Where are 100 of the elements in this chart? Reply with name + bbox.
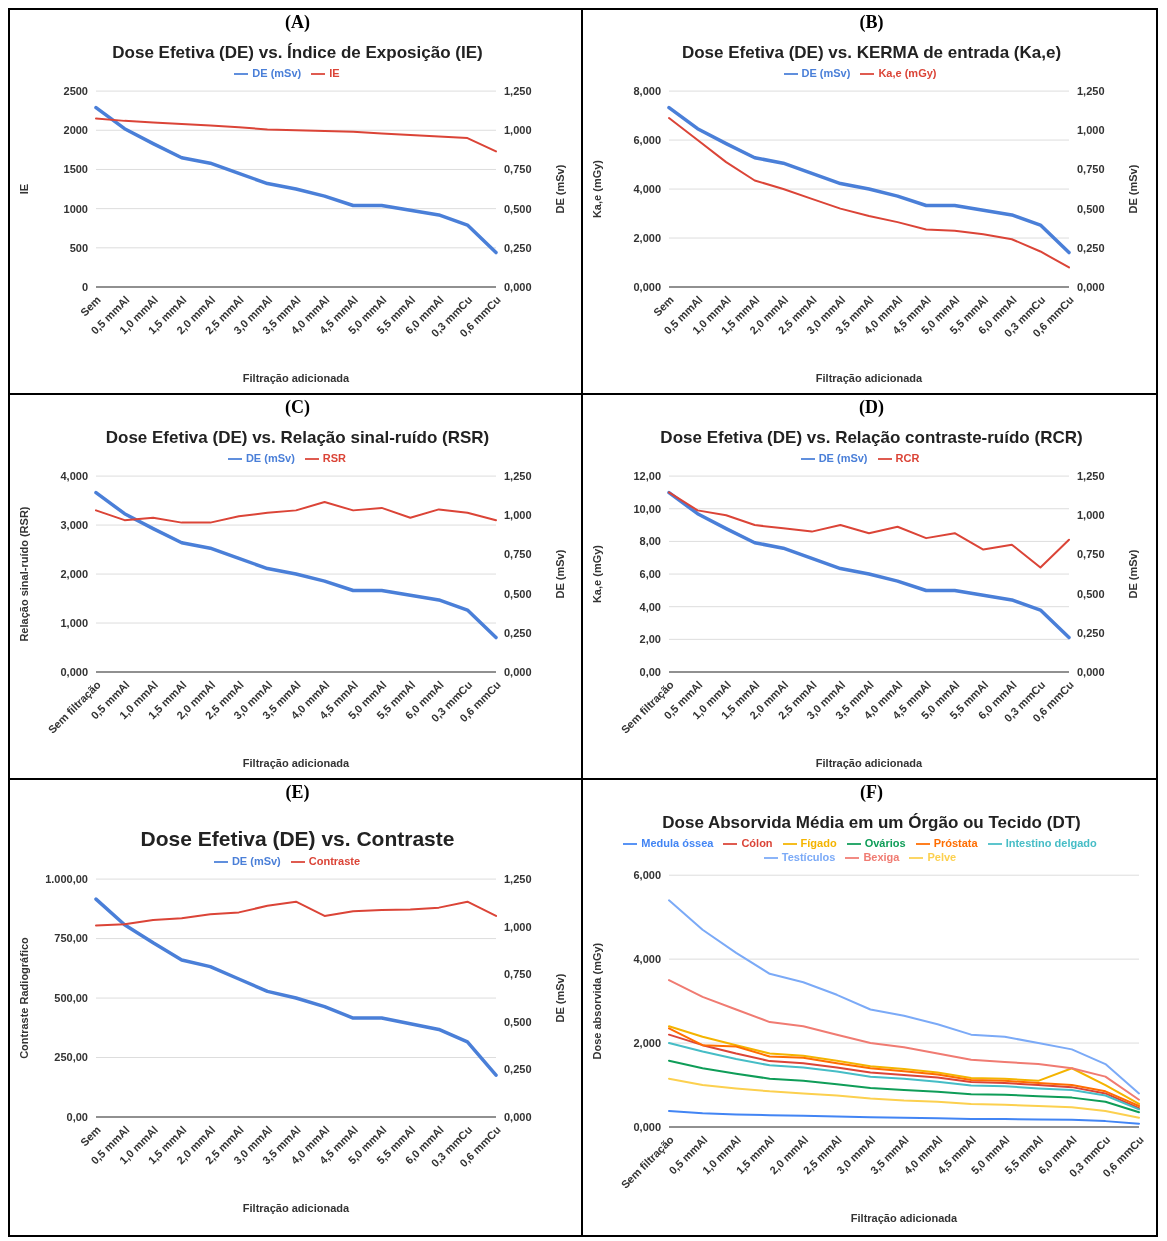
y-tick-label: 1.000,00 [45,873,88,885]
legend-label: Cólon [741,837,773,849]
text: (B) [858,12,885,33]
y2-axis-title: DE (mSv) [1126,549,1139,599]
y2-axis-title: DE (mSv) [1126,164,1139,214]
legend-label: RSR [322,452,347,464]
y2-tick-label: 0,750 [504,548,532,561]
y2-tick-label: 1,250 [504,873,532,885]
y-tick-label: 0,00 [639,665,661,678]
y-tick-label: 500 [69,241,88,254]
y-tick-label: 6,000 [633,133,661,146]
y-tick-label: 4,00 [639,600,661,613]
legend-label: Intestino delgado [1005,837,1097,849]
y-tick-label: 1,000 [60,616,88,629]
y-tick-label: 6,000 [633,869,661,882]
y-tick-label: 1000 [63,202,88,215]
y2-tick-label: 0,000 [1077,280,1105,293]
y2-tick-label: 0,000 [504,665,532,678]
legend-label: DE (mSv) [818,452,868,464]
legend-label: Pelve [927,851,957,864]
y-tick-label: 1500 [63,163,88,176]
y-tick-label: 2,000 [633,231,661,244]
y2-tick-label: 0,250 [1077,626,1105,639]
y2-tick-label: 0,750 [1077,163,1105,176]
chart-title: Dose Efetiva (DE) vs. Índice de Exposição (IE) [111,43,484,63]
legend-label: DE (mSv) [252,67,302,79]
text: (F) [859,782,884,803]
y2-tick-label: 0,250 [504,626,532,639]
y2-tick-label: 1,250 [504,470,532,482]
y2-tick-label: 1,000 [1077,124,1105,137]
y2-tick-label: 1,250 [1077,470,1105,482]
y-axis-title: Relação sinal-ruído (RSR) [17,506,30,642]
chart-title: Dose Efetiva (DE) vs. Relação contraste-ruído (RCR) [659,428,1084,448]
y-axis-title: Ka,e (mGy) [590,159,603,219]
legend-label: Ka,e (mGy) [878,67,937,79]
chart-title: Dose Efetiva (DE) vs. Relação sinal-ruído (RSR) [104,428,491,448]
y2-tick-label: 0,000 [1077,665,1105,678]
legend-label: Ovários [864,837,906,849]
y-tick-label: 750,00 [54,932,88,945]
legend-label: DE (mSv) [245,452,295,464]
y2-tick-label: 0,750 [504,968,532,981]
y2-tick-label: 1,000 [504,509,532,522]
y2-tick-label: 0,500 [504,587,532,600]
x-axis-title: Filtração adicionada [242,1202,351,1214]
text: (E) [284,782,311,803]
y2-tick-label: 0,250 [504,241,532,254]
y-tick-label: 6,00 [639,567,661,580]
x-axis-title: Filtração adicionada [850,1212,959,1224]
y-tick-label: 0,000 [633,280,661,293]
legend-label: Bexiga [863,851,900,864]
y2-tick-label: 0,500 [1077,587,1105,600]
y-tick-label: 2,000 [633,1036,661,1049]
legend-label: RCR [895,452,920,464]
legend-label: Contraste [308,855,361,867]
chart-title: Dose Efetiva (DE) vs. KERMA de entrada (Ka,e) [680,43,1063,63]
y-tick-label: 2000 [63,124,88,137]
text: (C) [284,397,311,418]
y2-tick-label: 0,250 [504,1063,532,1076]
y2-tick-label: 1,250 [504,85,532,97]
y-tick-label: 2,00 [639,633,661,646]
x-axis-title: Filtração adicionada [242,372,351,384]
y-tick-label: 8,00 [639,535,661,548]
legend-label: Fígado [800,837,837,849]
y-tick-label: 4,000 [633,953,661,966]
y-tick-label: 0 [81,280,88,293]
y-axis-title: Dose absorvida (mGy) [590,942,603,1060]
y2-tick-label: 0,000 [504,1110,532,1123]
y-tick-label: 10,00 [633,502,661,515]
y-tick-label: 0,000 [60,665,88,678]
legend-label: IE [329,67,340,79]
y-tick-label: 4,000 [633,182,661,195]
y2-tick-label: 0,000 [504,280,532,293]
y2-tick-label: 1,000 [504,124,532,137]
x-axis-title: Filtração adicionada [815,372,924,384]
y2-tick-label: 0,500 [1077,202,1105,215]
y2-tick-label: 0,750 [504,163,532,176]
y-tick-label: 2500 [63,85,88,97]
y2-tick-label: 0,500 [504,202,532,215]
y2-tick-label: 1,000 [504,920,532,933]
legend-label: Testículos [781,851,836,864]
y2-axis-title: DE (mSv) [553,164,566,214]
x-axis-title: Filtração adicionada [242,757,351,769]
y-axis-title: Ka,e (mGy) [590,544,603,604]
y-tick-label: 500,00 [54,991,88,1004]
y-tick-label: 2,000 [60,567,88,580]
y-axis-title: IE [17,183,30,195]
legend-label: DE (mSv) [801,67,851,79]
text: (D) [858,397,885,418]
y2-tick-label: 0,750 [1077,548,1105,561]
legend-label: Próstata [933,837,978,849]
y-axis-title: Contraste Radiográfico [17,936,30,1059]
y2-tick-label: 1,000 [1077,509,1105,522]
y-tick-label: 0,00 [66,1110,88,1123]
y2-axis-title: DE (mSv) [553,549,566,599]
x-axis-title: Filtração adicionada [815,757,924,769]
y2-tick-label: 0,500 [504,1015,532,1028]
y2-tick-label: 1,250 [1077,85,1105,97]
y-tick-label: 250,00 [54,1051,88,1064]
y-tick-label: 3,000 [60,518,88,531]
legend-label: DE (mSv) [231,855,281,867]
